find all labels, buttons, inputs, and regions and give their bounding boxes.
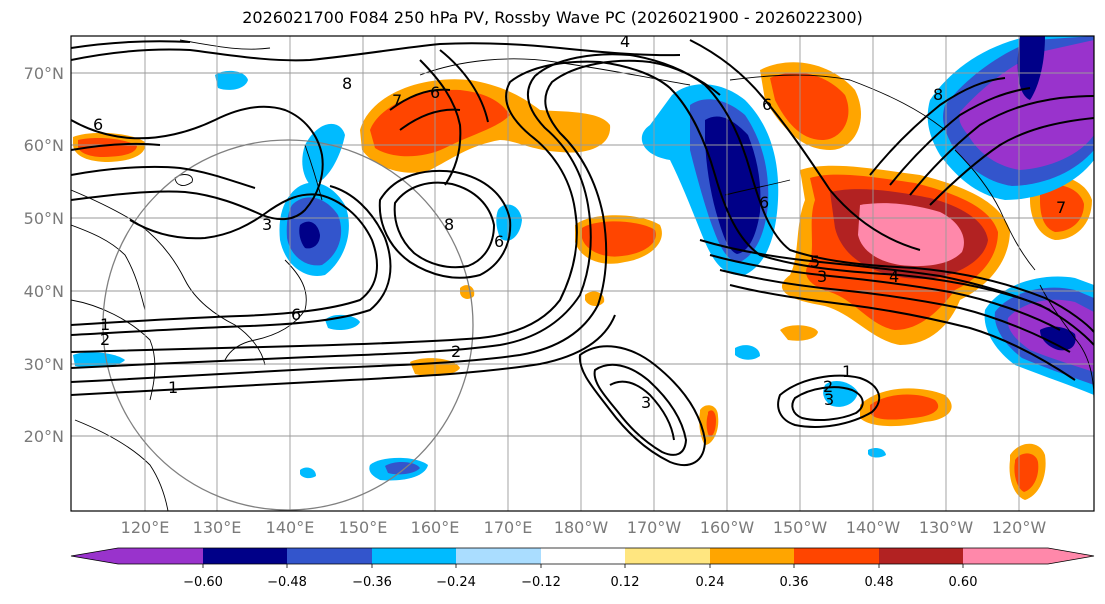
contour-label: 7: [392, 91, 402, 110]
map-frame: [70, 35, 1095, 512]
contour-label: 7: [1056, 198, 1066, 217]
contour-label: 1: [168, 378, 178, 397]
positive-anomaly-kuroshio: [360, 79, 611, 173]
lon-label: 130°W: [919, 518, 974, 537]
contour-label: 6: [93, 115, 103, 134]
colorbar-tick-label: 0.60: [949, 575, 978, 590]
colorbar-swatch-10: [963, 548, 1048, 564]
contour-label: 1: [842, 362, 852, 381]
lon-label: 130°E: [193, 518, 242, 537]
colorbar-tick-label: −0.24: [436, 575, 476, 590]
longitude-labels: 120°E 130°E 140°E 150°E 160°E 170°E 180°…: [121, 518, 1047, 537]
contour-label: 5: [810, 252, 820, 271]
colorbar-swatch-0: [71, 548, 118, 564]
contour-label: 4: [889, 267, 899, 286]
colorbar-tick-label: −0.48: [267, 575, 307, 590]
colorbar-tick-label: 0.36: [780, 575, 809, 590]
colorbar-tick-label: −0.36: [352, 575, 392, 590]
positive-anomaly-dateline: [575, 215, 662, 264]
contour-label: 8: [933, 85, 943, 104]
contour-label: 8: [444, 215, 454, 234]
contour-labels: 4 8 6 7 6 3 8 6 1 2 6 2 1 3 2 3 1 5 3 4 …: [93, 32, 1066, 412]
lon-label: 150°W: [773, 518, 828, 537]
contour-label: 6: [291, 305, 301, 324]
colorbar: −0.60 −0.48 −0.36 −0.24 −0.12 0.12 0.24 …: [70, 547, 1095, 590]
contour-label: 4: [620, 32, 630, 51]
positive-anomaly-subtropics: [410, 285, 1046, 500]
reference-circle: [102, 139, 474, 511]
coastlines: [71, 39, 1094, 511]
lat-label: 70°N: [24, 64, 64, 83]
colorbar-swatch-4: [456, 548, 541, 564]
lon-label: 120°W: [992, 518, 1047, 537]
colorbar-swatch-6: [625, 548, 710, 564]
lon-label: 180°W: [554, 518, 609, 537]
lat-label: 40°N: [24, 282, 64, 301]
contour-label: 3: [824, 390, 834, 409]
lon-label: 160°E: [411, 518, 460, 537]
colorbar-swatch-7: [710, 548, 794, 564]
contour-label: 2: [823, 377, 833, 396]
lat-label: 30°N: [24, 355, 64, 374]
lon-label: 140°W: [846, 518, 901, 537]
colorbar-swatch-3: [372, 548, 456, 564]
lat-label: 50°N: [24, 209, 64, 228]
colorbar-swatch-2: [287, 548, 372, 564]
latitude-labels: 70°N 60°N 50°N 40°N 30°N 20°N: [24, 64, 64, 446]
contour-label: 3: [262, 215, 272, 234]
lon-label: 170°E: [484, 518, 533, 537]
colorbar-swatch-1: [203, 548, 287, 564]
lat-label: 60°N: [24, 136, 64, 155]
lon-label: 140°E: [266, 518, 315, 537]
map-title: 2026021700 F084 250 hPa PV, Rossby Wave …: [242, 8, 863, 27]
contour-label: 3: [817, 267, 827, 286]
contour-label: 8: [342, 74, 352, 93]
colorbar-tick-label: −0.60: [183, 575, 223, 590]
colorbar-swatch-5: [541, 548, 625, 564]
lon-label: 160°W: [700, 518, 755, 537]
colorbar-swatch-8: [794, 548, 879, 564]
lon-label: 150°E: [339, 518, 388, 537]
contour-label: 2: [451, 342, 461, 361]
contour-label: 3: [641, 393, 651, 412]
lon-label: 120°E: [121, 518, 170, 537]
colorbar-swatch-10b: [1048, 548, 1094, 564]
colorbar-outline: [70, 547, 1095, 565]
contour-label: 6: [494, 232, 504, 251]
colorbar-tick-label: −0.12: [521, 575, 561, 590]
contour-label: 6: [762, 95, 772, 114]
colorbar-tick-label: 0.24: [696, 575, 725, 590]
colorbar-tick-label: 0.12: [611, 575, 640, 590]
contour-label: 6: [759, 193, 769, 212]
colorbar-tick-label: 0.48: [865, 575, 894, 590]
lat-label: 20°N: [24, 427, 64, 446]
colorbar-swatch-9: [879, 548, 963, 564]
positive-anomaly-west: [73, 132, 146, 162]
colorbar-swatch-0b: [118, 548, 203, 564]
contour-label: 1: [100, 315, 110, 334]
contour-label: 2: [100, 330, 110, 349]
contour-label: 6: [430, 83, 440, 102]
lon-label: 170°W: [627, 518, 682, 537]
pv-contours: [71, 39, 1094, 467]
